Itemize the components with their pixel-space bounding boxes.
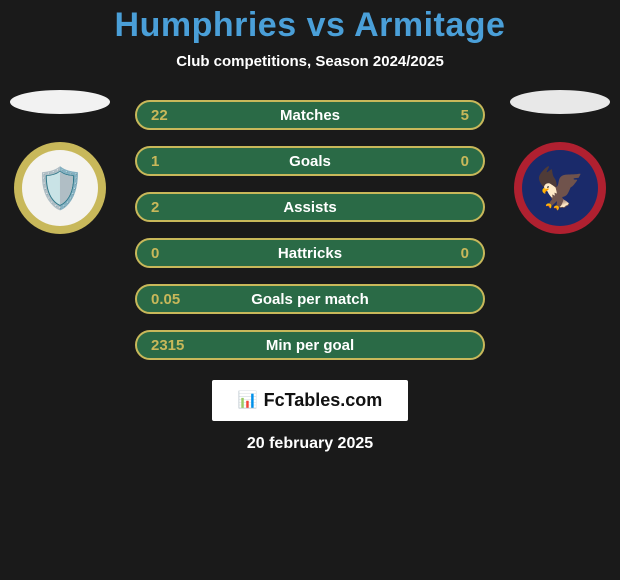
stat-row: 0Hattricks0: [135, 238, 485, 268]
eagle-icon: 🦅: [522, 150, 598, 226]
stats-area: 🛡️ 22Matches51Goals02Assists0Hattricks00…: [0, 100, 620, 360]
player-left-col: 🛡️: [10, 90, 110, 234]
stat-label: Min per goal: [137, 337, 483, 354]
stat-left-value: 0.05: [151, 291, 180, 308]
club-crest-left: 🛡️: [14, 142, 106, 234]
stat-label: Matches: [137, 107, 483, 124]
player-left-head: [10, 90, 110, 114]
footer-date: 20 february 2025: [247, 435, 373, 453]
player-right-col: 🦅: [510, 90, 610, 234]
stat-label: Goals: [137, 153, 483, 170]
stat-left-value: 0: [151, 245, 159, 262]
stat-label: Hattricks: [137, 245, 483, 262]
stat-row: 22Matches5: [135, 100, 485, 130]
stat-left-value: 22: [151, 107, 168, 124]
brand-badge: 📊 FcTables.com: [212, 380, 409, 421]
stat-row: 1Goals0: [135, 146, 485, 176]
stat-left-value: 2315: [151, 337, 184, 354]
stat-left-value: 1: [151, 153, 159, 170]
player-right-head: [510, 90, 610, 114]
stat-left-value: 2: [151, 199, 159, 216]
stat-label: Goals per match: [137, 291, 483, 308]
shield-icon: 🛡️: [22, 150, 98, 226]
stat-row: 0.05Goals per match: [135, 284, 485, 314]
infographic-root: Humphries vs Armitage Club competitions,…: [0, 0, 620, 580]
stat-right-value: 5: [461, 107, 469, 124]
chart-icon: 📊: [238, 393, 258, 409]
stats-list: 22Matches51Goals02Assists0Hattricks00.05…: [135, 100, 485, 360]
stat-row: 2Assists: [135, 192, 485, 222]
brand-label: FcTables.com: [264, 390, 383, 411]
page-subtitle: Club competitions, Season 2024/2025: [176, 53, 444, 70]
club-crest-right: 🦅: [514, 142, 606, 234]
stat-row: 2315Min per goal: [135, 330, 485, 360]
stat-label: Assists: [137, 199, 483, 216]
stat-right-value: 0: [461, 245, 469, 262]
page-title: Humphries vs Armitage: [115, 6, 506, 45]
stat-right-value: 0: [461, 153, 469, 170]
